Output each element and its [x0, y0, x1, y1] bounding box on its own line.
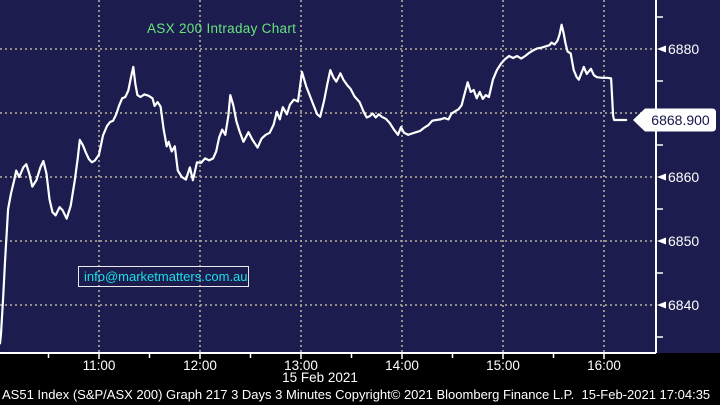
- x-tick-label: 11:00: [83, 358, 116, 373]
- watermark-label: info@marketmatters.com.au: [78, 266, 249, 287]
- y-tick-arrow: [657, 301, 666, 309]
- y-tick-arrow: [657, 173, 666, 181]
- y-tick-label: 6860: [668, 169, 699, 185]
- x-tick-label: 13:00: [284, 358, 318, 373]
- y-tick-arrow: [657, 237, 666, 245]
- y-tick-label: 6880: [668, 41, 699, 57]
- price-tag-bubble: [633, 108, 716, 132]
- y-tick-arrow: [657, 45, 666, 53]
- last-price-tag: 6868.900: [651, 112, 710, 128]
- x-tick-label: 12:00: [183, 358, 217, 373]
- status-bar: AS51 Index (S&P/ASX 200) Graph 217 3 Day…: [2, 387, 711, 402]
- x-axis-date-label: 15 Feb 2021: [282, 370, 358, 385]
- y-tick-label: 6840: [668, 297, 699, 313]
- y-tick-label: 6850: [668, 233, 699, 249]
- x-tick-label: 14:00: [385, 358, 419, 373]
- x-tick-label: 16:00: [587, 358, 621, 373]
- x-tick-label: 15:00: [486, 358, 520, 373]
- price-line: [0, 23, 628, 345]
- chart-title: ASX 200 Intraday Chart: [147, 21, 297, 36]
